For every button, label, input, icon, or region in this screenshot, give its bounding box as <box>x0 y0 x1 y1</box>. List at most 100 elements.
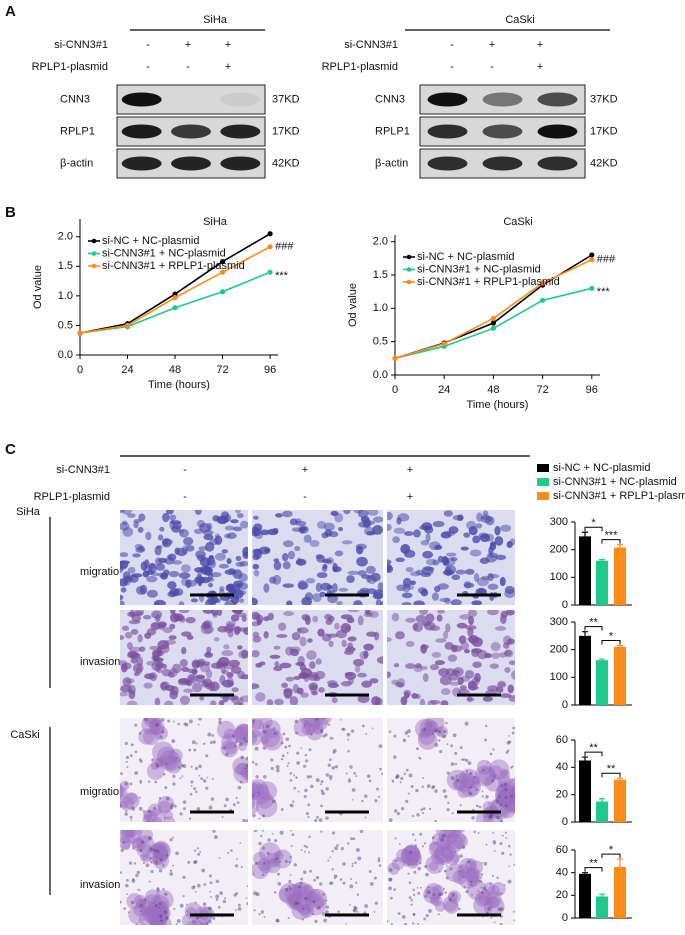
cell-cluster <box>152 816 162 822</box>
y-tick-label: 1.0 <box>373 302 388 314</box>
significance: * <box>609 630 614 642</box>
pore <box>280 808 284 811</box>
pore <box>504 796 508 799</box>
pore <box>445 864 448 867</box>
bar <box>596 560 608 605</box>
cell-cluster <box>237 741 247 752</box>
cell <box>235 555 242 561</box>
pore <box>164 786 168 790</box>
pore <box>260 910 265 914</box>
cell <box>169 588 180 597</box>
x-axis-label: Time (hours) <box>467 399 529 411</box>
cell-cluster <box>152 852 170 870</box>
pore <box>461 845 466 849</box>
cell-cluster <box>452 833 469 850</box>
cell <box>293 675 301 681</box>
pore <box>205 921 209 925</box>
cell <box>281 682 289 688</box>
cell-cluster <box>400 845 422 866</box>
cell <box>463 582 475 588</box>
condition-sign: - <box>450 39 454 51</box>
cell <box>252 650 260 658</box>
cell <box>469 549 482 557</box>
pore <box>513 863 515 866</box>
cell <box>296 627 309 634</box>
cell <box>508 660 515 666</box>
cell-cluster <box>296 904 306 913</box>
cell <box>178 528 189 538</box>
pore <box>203 742 206 746</box>
y-tick-label: 0 <box>562 599 568 611</box>
pore <box>289 778 293 782</box>
micrograph <box>120 610 248 705</box>
legend-label: si-CNN3#1 + NC-plasmid <box>553 476 677 488</box>
pore <box>193 849 197 852</box>
cell <box>432 559 440 566</box>
cell-cluster <box>133 903 147 917</box>
pore <box>187 860 191 864</box>
pore <box>349 765 353 769</box>
cell <box>306 650 317 660</box>
panel-label: A <box>5 3 16 20</box>
pore <box>325 787 329 791</box>
pore <box>437 913 440 916</box>
pore <box>355 848 360 852</box>
cell <box>185 616 196 624</box>
cell <box>237 645 243 650</box>
pore <box>196 847 199 850</box>
cell-cluster <box>307 888 327 908</box>
bar <box>614 547 626 605</box>
cell <box>413 622 423 633</box>
blot-band <box>171 124 211 139</box>
pore <box>329 856 332 859</box>
pore <box>423 842 427 845</box>
pore <box>408 773 413 778</box>
cell-cluster <box>150 761 160 770</box>
cell-cluster <box>433 845 454 866</box>
cell <box>366 631 377 637</box>
pore <box>213 835 218 839</box>
pore <box>328 758 332 761</box>
cell <box>340 623 352 633</box>
pore <box>211 734 215 737</box>
cell <box>403 549 416 558</box>
cell <box>295 661 305 666</box>
pore <box>476 788 479 791</box>
cell <box>321 532 329 539</box>
cell-cluster <box>457 785 470 799</box>
pore <box>446 743 449 746</box>
pore <box>120 804 122 808</box>
pore <box>210 797 215 801</box>
pore <box>188 817 192 820</box>
pore <box>303 795 307 799</box>
pore <box>172 864 175 867</box>
cell <box>490 641 501 652</box>
cell-cluster <box>252 730 258 745</box>
pore <box>320 780 324 784</box>
cell <box>282 583 295 588</box>
cell-cluster <box>120 836 132 850</box>
pore <box>355 775 358 778</box>
cell <box>410 580 416 586</box>
cell <box>361 680 373 688</box>
cell <box>405 640 415 648</box>
pore <box>198 718 202 721</box>
pore <box>499 842 503 846</box>
cell <box>395 682 404 688</box>
pore <box>170 803 174 807</box>
pore <box>345 922 348 925</box>
cell-cluster <box>146 762 165 780</box>
cell <box>239 695 248 703</box>
cell-cluster <box>122 792 140 810</box>
cell <box>137 634 143 643</box>
pore <box>232 734 236 738</box>
cell-cluster <box>120 796 135 811</box>
pore <box>417 866 422 871</box>
cell <box>420 665 428 671</box>
pore <box>443 730 447 733</box>
cell <box>127 650 138 658</box>
cell <box>437 555 444 563</box>
cell <box>220 663 226 674</box>
cell <box>464 669 475 679</box>
